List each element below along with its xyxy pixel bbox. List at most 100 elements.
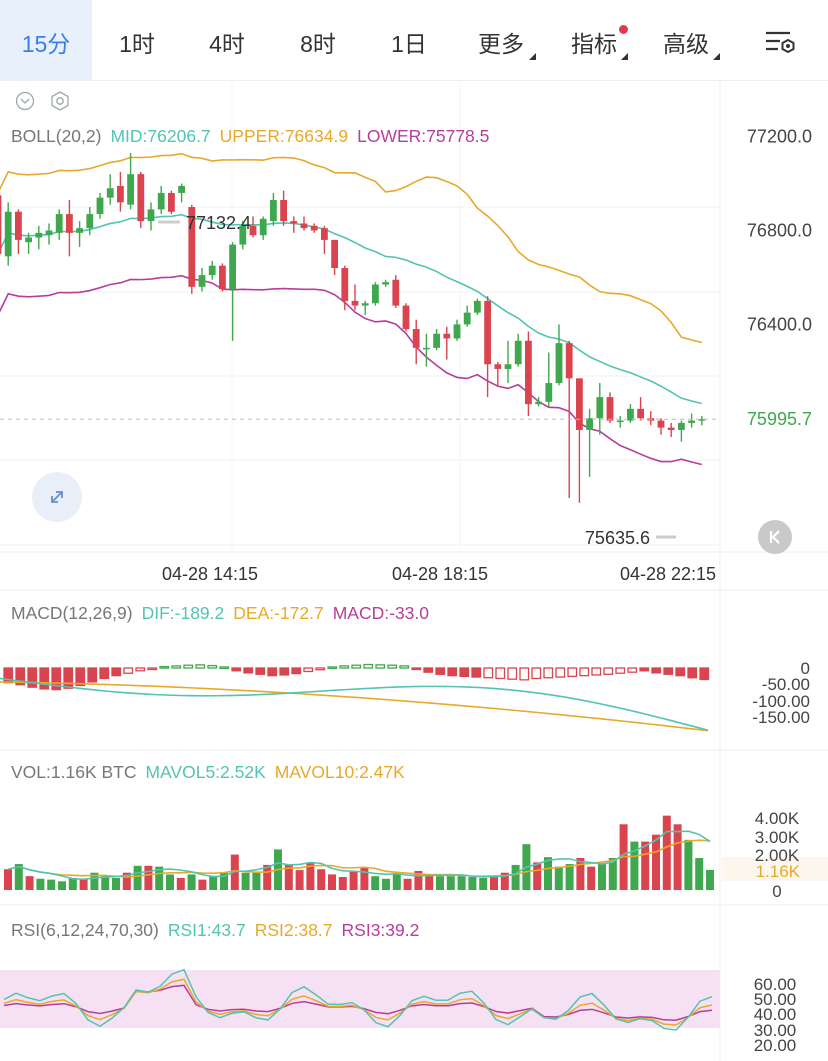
macd-histogram-bar [591, 667, 602, 676]
volume-bar [414, 870, 423, 890]
macd-histogram-bar [447, 667, 458, 677]
macd-histogram-bar [351, 664, 362, 669]
volume-bar [155, 866, 164, 890]
macd-histogram-bar [519, 667, 530, 681]
volume-bar [684, 839, 693, 890]
volume-bar [500, 872, 509, 890]
tab-label: 1日 [391, 31, 427, 57]
boll-mid-line [0, 213, 702, 405]
macd-histogram-bar [675, 667, 686, 677]
volume-bar [392, 874, 401, 890]
macd-histogram-bar [459, 667, 470, 678]
volume-bar [295, 870, 304, 890]
volume-bar [166, 874, 174, 890]
volume-bar [198, 879, 207, 890]
volume-bar [144, 865, 153, 890]
volume-bar [36, 878, 45, 890]
macd-name: MACD(12,26,9) [11, 603, 133, 623]
candle-body [300, 223, 308, 229]
fullscreen-icon[interactable] [32, 472, 82, 522]
chart-settings-icon[interactable] [764, 28, 800, 56]
boll-name: BOLL(20,2) [11, 126, 102, 146]
macd-histogram-bar [219, 666, 230, 670]
volume-bar [587, 866, 596, 890]
macd-histogram-bar [183, 664, 194, 669]
volume-bar [652, 834, 660, 890]
macd-histogram-bar [423, 667, 434, 673]
macd-histogram-bar [507, 667, 518, 680]
macd-histogram-bar [495, 667, 506, 680]
macd-tick-label: -100.00 [752, 692, 810, 711]
tab-5[interactable]: 更多 [454, 0, 548, 80]
macd-histogram-bar [567, 667, 578, 678]
volume-tick-label: 2.00K [755, 846, 800, 865]
candle-body [259, 218, 267, 236]
macd-histogram-bar [267, 667, 278, 677]
macd-histogram-bar [663, 667, 674, 675]
current-volume-tag [722, 857, 828, 881]
volume-bar [695, 858, 704, 890]
volume-bar [641, 841, 650, 890]
macd-histogram-bar [171, 665, 182, 669]
tab-label: 1时 [119, 31, 155, 57]
candle-body [667, 427, 675, 430]
candle-body [127, 174, 134, 205]
candle-body [372, 284, 379, 304]
volume-bar [176, 877, 185, 890]
candle-body [270, 199, 277, 222]
volume-bar [14, 864, 23, 890]
time-tick-label: 04-28 14:15 [162, 564, 258, 584]
volume-bar [382, 878, 390, 890]
volume-bar [425, 875, 434, 890]
notification-dot [619, 25, 628, 34]
scroll-to-latest-icon[interactable] [758, 520, 792, 554]
macd-histogram-bar [255, 667, 266, 675]
volume-bar [630, 841, 639, 890]
macd-histogram-bar [147, 667, 158, 671]
tab-label: 15分 [21, 31, 71, 57]
macd-dea-line [0, 681, 709, 732]
macd-dif-line [0, 677, 709, 731]
candle-body [514, 340, 522, 365]
volume-bar [436, 876, 444, 890]
macd-histogram-bar [483, 667, 494, 679]
candle-body [402, 305, 410, 330]
collapse-icon[interactable] [15, 91, 35, 111]
tab-0[interactable]: 15分 [0, 0, 92, 80]
candle-body [586, 418, 593, 430]
tab-7[interactable]: 高级 [640, 0, 732, 80]
vol-mavol5: MAVOL5:2.52K [145, 762, 266, 782]
volume-bar [598, 864, 606, 890]
candle-body [423, 347, 430, 350]
low-price-label: 75635.6 [585, 528, 650, 548]
tab-2[interactable]: 4时 [182, 0, 272, 80]
price-tick-label: 76400.0 [747, 314, 812, 334]
macd-histogram-bar [339, 665, 350, 669]
volume-bar [349, 871, 358, 890]
candle-body [657, 420, 665, 428]
macd-histogram-bar [363, 663, 374, 669]
tab-3[interactable]: 8时 [272, 0, 364, 80]
vol-name: VOL:1.16K BTC [11, 762, 137, 782]
volume-bar [284, 864, 293, 890]
boll-lower: LOWER:75778.5 [357, 126, 490, 146]
hexagon-settings-icon[interactable] [49, 90, 71, 112]
candle-body [412, 329, 420, 348]
price-tick-label: 76800.0 [747, 220, 812, 240]
macd-histogram-bar [375, 664, 386, 669]
macd-tick-label: -50.00 [762, 675, 810, 694]
candle-body [188, 207, 196, 287]
candle-body [96, 197, 104, 215]
tab-1[interactable]: 1时 [92, 0, 182, 80]
tab-6[interactable]: 指标 [548, 0, 640, 80]
candle-body [310, 225, 318, 231]
macd-histogram-bar [99, 667, 110, 680]
tab-4[interactable]: 1日 [364, 0, 454, 80]
volume-bar [47, 879, 56, 890]
macd-histogram-bar [543, 667, 554, 679]
candle-body [525, 340, 532, 405]
candle-body [341, 268, 349, 301]
macd-histogram-bar [27, 667, 38, 688]
candle-body [66, 214, 73, 233]
